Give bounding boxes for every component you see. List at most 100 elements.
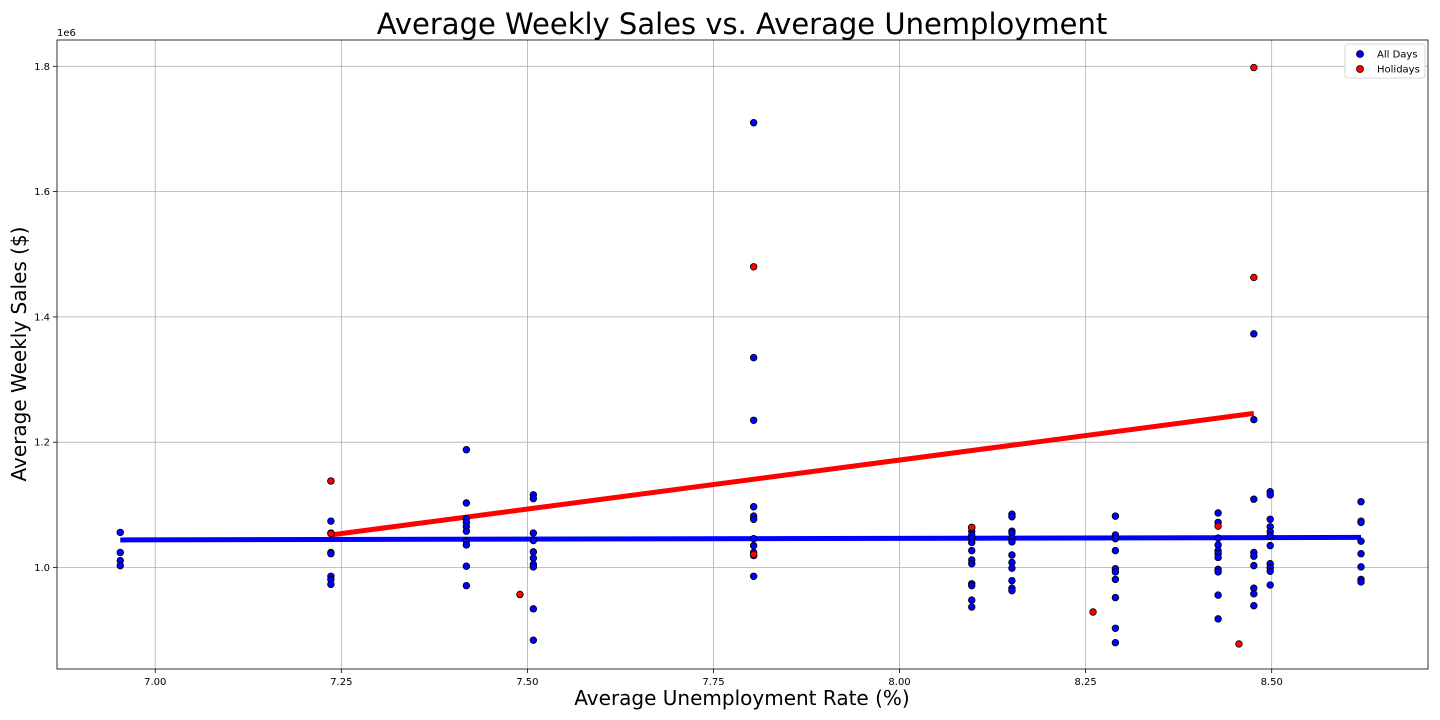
x-axis-label: Average Unemployment Rate (%) [574,686,909,710]
y-tick-label: 1.8 [34,62,50,73]
point-all-days [1111,534,1120,543]
point-all-days [529,529,538,537]
point-all-days [327,550,335,558]
trend-line-holidays [330,410,1255,538]
point-all-days [1250,602,1258,610]
point-all-days [116,528,124,537]
point-all-days [529,636,538,644]
point-holidays [327,477,335,485]
point-holidays [1250,63,1258,72]
point-all-days [1266,531,1274,540]
point-all-days [968,560,976,568]
point-all-days [462,527,471,535]
point-all-days [529,494,538,503]
y-tick-label: 1.4 [34,312,50,323]
point-all-days [1214,553,1222,562]
point-all-days [1357,563,1365,571]
point-all-days [1111,575,1120,584]
x-tick-label: 7.75 [702,677,724,688]
x-tick-label: 7.00 [144,677,166,688]
point-holidays [749,263,758,271]
point-all-days [1214,615,1222,623]
point-holidays [516,590,524,599]
point-all-days [529,536,538,545]
point-all-days [749,572,758,580]
point-holidays [749,550,758,559]
point-all-days [1250,590,1258,598]
point-all-days [1357,578,1365,586]
point-all-days [1214,534,1222,542]
point-all-days [327,517,335,525]
point-all-days [1357,498,1365,506]
point-all-days [1357,537,1365,545]
legend-label-all-days: All Days [1377,50,1418,61]
point-all-days [1266,567,1274,575]
point-all-days [968,596,976,604]
point-all-days [116,548,124,557]
point-all-days [1214,568,1222,576]
point-holidays [327,529,335,538]
x-tick-label: 8.00 [888,677,910,688]
point-all-days [462,499,471,507]
point-holidays [1214,522,1222,530]
point-all-days [1111,638,1120,647]
point-all-days [1266,515,1274,523]
point-all-days [462,446,471,454]
y-tick-label: 1.0 [34,563,50,574]
point-all-days [1008,513,1016,521]
legend-marker-holidays [1356,65,1364,73]
point-all-days [749,353,758,362]
grid [57,40,1428,669]
x-tick-label: 7.25 [330,677,352,688]
x-tick-label: 8.50 [1261,677,1283,688]
data-points [116,63,1365,648]
point-all-days [462,541,471,549]
point-all-days [1111,512,1120,520]
trend-lines [120,410,1362,543]
point-all-days [968,603,976,611]
point-holidays [1089,608,1097,616]
point-all-days [1111,624,1120,632]
point-all-days [462,581,471,590]
point-all-days [1357,550,1365,558]
point-all-days [1214,509,1222,517]
point-all-days [529,554,538,562]
point-all-days [462,562,471,570]
point-all-days [1214,591,1222,599]
point-all-days [749,534,758,543]
y-axis-label: Average Weekly Sales ($) [7,227,31,482]
x-tick-label: 7.50 [516,677,538,688]
point-all-days [1250,561,1258,570]
point-all-days [529,563,538,571]
point-all-days [968,581,976,590]
point-all-days [1111,593,1120,602]
point-all-days [749,118,758,127]
x-tick-label: 8.25 [1074,677,1096,688]
legend-label-holidays: Holidays [1377,65,1420,76]
point-all-days [968,546,976,555]
point-holidays [1235,640,1243,648]
point-all-days [1266,541,1274,550]
point-all-days [116,561,124,570]
plot-frame [56,39,1429,670]
point-all-days [968,538,976,547]
point-all-days [1111,546,1120,555]
axis-ticks: 7.00 7.25 7.50 7.75 8.00 8.25 8.50 1.0 1.2 1.4 1.6… [34,62,1283,688]
point-all-days [1250,552,1258,560]
point-all-days [749,515,758,523]
legend-box [1344,43,1426,79]
point-holidays [968,523,976,532]
point-all-days [529,548,538,556]
point-holidays [1250,273,1258,282]
point-all-days [1250,330,1258,338]
point-all-days [1008,586,1016,595]
point-all-days [1250,495,1258,503]
point-all-days [1008,576,1016,585]
point-all-days [1250,415,1258,424]
point-all-days [1357,518,1365,527]
y-tick-label: 1.6 [34,187,50,198]
point-all-days [1111,568,1120,576]
point-all-days [1008,551,1016,559]
point-all-days [1266,581,1274,589]
